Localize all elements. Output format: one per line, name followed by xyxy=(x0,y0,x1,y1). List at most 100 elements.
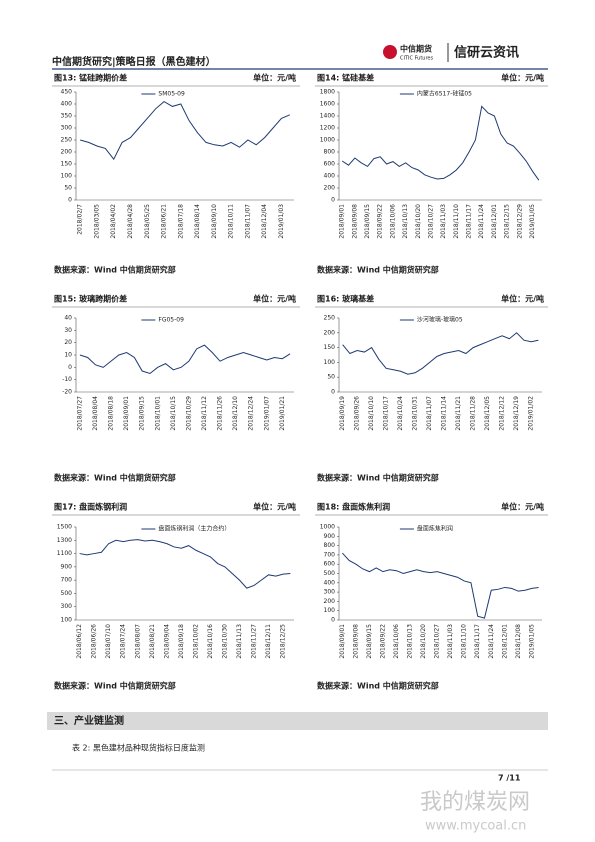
x-tick-label: 2018/09/22 xyxy=(379,624,386,659)
x-tick-label: 2018/12/29 xyxy=(516,204,523,239)
x-tick-label: 2018/12/24 xyxy=(248,396,255,431)
y-tick-label: 700 xyxy=(61,577,73,584)
panel-unit: 单位：元/吨 xyxy=(501,294,544,304)
section-bar xyxy=(47,712,548,730)
y-tick-label: 1100 xyxy=(57,550,72,557)
x-tick-label: 2019/01/02 xyxy=(528,396,535,431)
table-caption: 表 2: 黑色建材品种现货指标日度监测 xyxy=(72,743,205,753)
panel-unit: 单位：元/吨 xyxy=(501,502,544,512)
panel-title: 图18: 盘面炼焦利润 xyxy=(317,502,390,512)
x-tick-label: 2018/09/15 xyxy=(139,396,146,431)
x-tick-label: 2019/01/21 xyxy=(279,396,286,431)
x-tick-label: 2018/09/01 xyxy=(339,624,346,659)
panel-title: 图13: 锰硅跨期价差 xyxy=(54,73,127,83)
x-tick-label: 2018/09/10 xyxy=(211,204,218,239)
y-tick-label: 100 xyxy=(61,173,73,180)
x-tick-label: 2019/01/03 xyxy=(278,204,285,239)
panel-source: 数据来源：Wind 中信期货研究部 xyxy=(317,265,439,275)
y-tick-label: 1400 xyxy=(320,113,335,120)
y-tick-label: 400 xyxy=(61,101,73,108)
x-tick-label: 2018/10/10 xyxy=(368,396,375,431)
y-tick-label: 40 xyxy=(64,315,72,322)
watermark-url: www.mycoal.cn xyxy=(425,819,526,834)
x-tick-label: 2018/11/13 xyxy=(236,624,243,659)
x-tick-label: 2018/10/30 xyxy=(221,624,228,659)
x-tick-label: 2018/12/12 xyxy=(499,396,506,431)
y-tick-label: 10 xyxy=(64,352,72,359)
x-tick-label: 2018/10/27 xyxy=(434,624,441,659)
x-tick-label: 2018/09/08 xyxy=(352,624,359,659)
panel-source: 数据来源：Wind 中信期货研究部 xyxy=(317,681,439,691)
y-tick-label: 600 xyxy=(324,561,336,568)
y-tick-label: 250 xyxy=(61,137,73,144)
panel-unit: 单位：元/吨 xyxy=(501,73,544,83)
x-tick-label: 2018/10/06 xyxy=(389,204,396,239)
x-tick-label: 2018/12/11 xyxy=(265,624,272,659)
y-tick-label: 200 xyxy=(324,598,336,605)
y-tick-label: 900 xyxy=(324,533,336,540)
y-tick-label: 1600 xyxy=(320,101,335,108)
x-tick-label: 2018/10/24 xyxy=(397,396,404,431)
x-tick-label: 2018/09/18 xyxy=(178,624,185,659)
y-tick-label: 20 xyxy=(64,339,72,346)
x-tick-label: 2018/12/01 xyxy=(491,204,498,239)
x-tick-label: 2018/11/03 xyxy=(440,204,447,239)
section-title: 三、产业链监测 xyxy=(54,714,124,727)
panel-title: 图16: 玻璃基差 xyxy=(317,294,374,304)
watermark-site: 我的煤炭网 xyxy=(420,790,530,815)
y-tick-label: 600 xyxy=(324,161,336,168)
y-tick-label: 450 xyxy=(61,89,73,96)
x-tick-label: 2018/10/27 xyxy=(427,204,434,239)
x-tick-label: 2018/09/15 xyxy=(366,624,373,659)
brand: 信研云资讯 xyxy=(454,45,519,61)
x-tick-label: 2018/06/26 xyxy=(91,624,98,659)
y-tick-label: 0 xyxy=(331,389,335,396)
x-tick-label: 2018/12/25 xyxy=(280,624,287,659)
x-tick-label: 2018/11/28 xyxy=(470,396,477,431)
panel-source: 数据来源：Wind 中信期货研究部 xyxy=(54,681,176,691)
x-tick-label: 2018/12/01 xyxy=(501,624,508,659)
panel-source: 数据来源：Wind 中信期货研究部 xyxy=(54,265,176,275)
logo: 中信期货 xyxy=(400,44,432,54)
logo-icon xyxy=(383,45,397,59)
x-tick-label: 2018/12/15 xyxy=(504,204,511,239)
x-tick-label: 2018/11/07 xyxy=(426,396,433,431)
data-line xyxy=(342,332,539,375)
x-tick-label: 2018/04/02 xyxy=(110,204,117,239)
x-tick-label: 2018/10/11 xyxy=(228,204,235,239)
x-tick-label: 2018/11/26 xyxy=(217,396,224,431)
y-tick-label: 150 xyxy=(324,344,336,351)
x-tick-label: 2018/11/17 xyxy=(466,204,473,239)
x-tick-label: 2018/08/18 xyxy=(108,396,115,431)
x-tick-label: 2018/09/08 xyxy=(351,204,358,239)
x-tick-label: 2018/09/01 xyxy=(123,396,130,431)
x-tick-label: 2018/10/17 xyxy=(383,396,390,431)
x-tick-label: 2018/03/05 xyxy=(93,204,100,239)
x-tick-label: 2018/10/01 xyxy=(154,396,161,431)
y-tick-label: 1000 xyxy=(320,524,335,531)
x-tick-label: 2018/11/07 xyxy=(244,204,251,239)
y-tick-label: 0 xyxy=(68,364,72,371)
y-tick-label: 400 xyxy=(324,173,336,180)
x-tick-label: 2018/06/12 xyxy=(76,624,83,659)
panel-source: 数据来源：Wind 中信期货研究部 xyxy=(317,473,439,483)
y-tick-label: 500 xyxy=(324,570,336,577)
y-tick-label: 100 xyxy=(324,607,336,614)
y-tick-label: 250 xyxy=(324,315,336,322)
page-number: 7 /11 xyxy=(498,774,521,783)
y-tick-label: 200 xyxy=(61,149,73,156)
x-tick-label: 2018/12/08 xyxy=(515,624,522,659)
x-tick-label: 2018/10/13 xyxy=(402,204,409,239)
x-tick-label: 2018/09/04 xyxy=(163,624,170,659)
x-tick-label: 2018/11/03 xyxy=(447,624,454,659)
x-tick-label: 2018/07/10 xyxy=(105,624,112,659)
y-tick-label: 0 xyxy=(331,617,335,624)
x-tick-label: 2018/10/20 xyxy=(420,624,427,659)
x-tick-label: 2018/11/24 xyxy=(488,624,495,659)
x-tick-label: 2018/02/7 xyxy=(77,204,84,235)
y-tick-label: -20 xyxy=(62,389,72,396)
legend-label: FG05-09 xyxy=(158,317,184,324)
x-tick-label: 2018/10/29 xyxy=(185,396,192,431)
y-tick-label: 1300 xyxy=(57,537,72,544)
